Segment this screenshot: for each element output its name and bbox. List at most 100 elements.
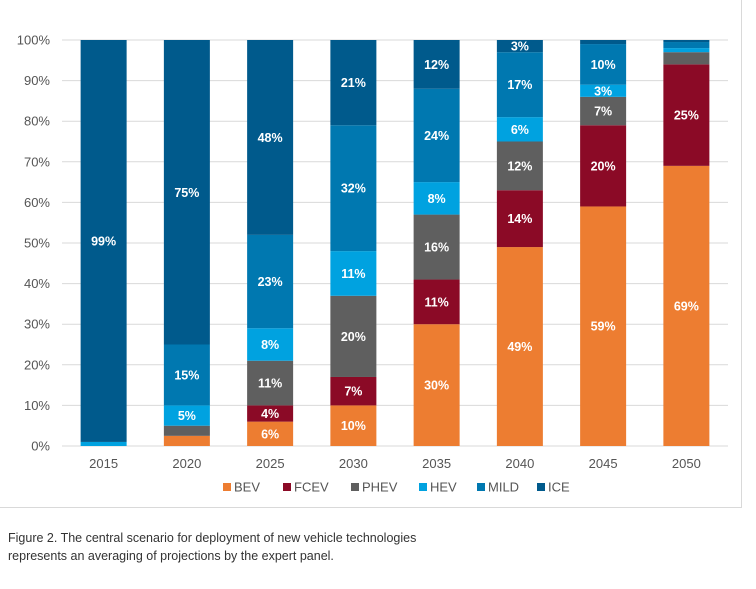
data-label: 69% — [674, 299, 699, 313]
data-label: 15% — [174, 368, 199, 382]
data-label: 11% — [258, 377, 282, 391]
data-label: 10% — [341, 419, 366, 433]
y-tick-label: 0% — [31, 439, 50, 454]
bar-segment-hev — [330, 251, 377, 296]
bar-segment-fcev — [663, 64, 710, 166]
bar-segment-phev — [163, 425, 210, 436]
bar-segment-phev — [496, 141, 543, 191]
data-label: 16% — [424, 241, 449, 255]
bar-segment-bev — [163, 435, 210, 446]
data-label: 6% — [261, 427, 279, 441]
bar-segment-ice — [580, 40, 627, 45]
y-tick-label: 60% — [24, 195, 50, 210]
bar-segment-mild — [496, 52, 543, 118]
bar-segment-hev — [80, 441, 127, 446]
legend-label-hev: HEV — [430, 480, 457, 495]
bar-segment-ice — [496, 40, 543, 53]
legend-swatch-mild — [477, 483, 485, 491]
x-tick-label: 2040 — [505, 456, 534, 471]
data-label: 20% — [341, 330, 366, 344]
legend-swatch-bev — [223, 483, 231, 491]
bar-segment-fcev — [496, 190, 543, 248]
bar-segment-mild — [413, 88, 460, 183]
data-label: 5% — [178, 409, 196, 423]
y-tick-label: 100% — [17, 33, 51, 48]
caption-text: The central scenario for deployment of n… — [8, 531, 417, 563]
data-label: 12% — [424, 58, 449, 72]
legend-label-ice: ICE — [548, 480, 570, 495]
data-label: 7% — [594, 105, 612, 119]
data-label: 30% — [424, 379, 449, 393]
data-label: 11% — [341, 267, 365, 281]
legend-label-phev: PHEV — [362, 480, 398, 495]
bar-segment-fcev — [330, 376, 377, 406]
data-label: 10% — [591, 58, 616, 72]
bar-segment-ice — [163, 40, 210, 345]
data-label: 25% — [674, 109, 699, 123]
data-label: 48% — [258, 131, 283, 145]
bar-segment-phev — [247, 360, 294, 406]
y-tick-label: 70% — [24, 154, 50, 169]
x-tick-label: 2050 — [672, 456, 701, 471]
legend-swatch-ice — [537, 483, 545, 491]
data-label: 59% — [591, 320, 616, 334]
bar-segment-mild — [247, 234, 294, 329]
data-label: 49% — [507, 340, 532, 354]
bar-segment-bev — [663, 165, 710, 447]
bar-segment-bev — [496, 247, 543, 446]
x-tick-label: 2030 — [339, 456, 368, 471]
bar-segment-bev — [580, 206, 627, 446]
legend-swatch-hev — [419, 483, 427, 491]
data-label: 32% — [341, 182, 366, 196]
data-label: 14% — [507, 212, 532, 226]
bar-segment-hev — [663, 48, 710, 53]
bar-segment-bev — [247, 421, 294, 446]
data-label: 11% — [424, 295, 448, 309]
chart-frame — [0, 0, 742, 508]
bar-segment-fcev — [247, 405, 294, 422]
bar-segment-ice — [413, 40, 460, 89]
bar-segment-bev — [330, 405, 377, 446]
y-tick-label: 20% — [24, 357, 50, 372]
bar-segment-ice — [330, 40, 377, 126]
bar-segment-mild — [663, 42, 710, 49]
data-label: 20% — [591, 159, 616, 173]
legend-swatch-fcev — [283, 483, 291, 491]
x-tick-label: 2020 — [172, 456, 201, 471]
legend-label-bev: BEV — [234, 480, 260, 495]
data-label: 4% — [261, 407, 279, 421]
bar-segment-fcev — [413, 279, 460, 325]
data-label: 12% — [507, 159, 532, 173]
x-tick-label: 2025 — [256, 456, 285, 471]
data-label: 99% — [91, 234, 116, 248]
bar-segment-phev — [413, 214, 460, 280]
data-label: 7% — [344, 385, 362, 399]
data-label: 3% — [511, 40, 529, 54]
bar-segment-ice — [663, 40, 710, 43]
y-tick-label: 40% — [24, 276, 50, 291]
bar-segment-hev — [496, 117, 543, 142]
bar-segment-ice — [80, 40, 127, 442]
bar-segment-phev — [580, 96, 627, 126]
bar-segment-phev — [330, 295, 377, 377]
bar-segment-hev — [163, 405, 210, 426]
legend-label-fcev: FCEV — [294, 480, 329, 495]
data-label: 8% — [428, 192, 446, 206]
x-tick-label: 2015 — [89, 456, 118, 471]
data-label: 21% — [341, 76, 366, 90]
data-label: 17% — [507, 78, 532, 92]
y-tick-label: 90% — [24, 73, 50, 88]
bar-segment-phev — [663, 52, 710, 65]
x-tick-label: 2045 — [589, 456, 618, 471]
data-label: 6% — [511, 123, 529, 137]
y-tick-label: 80% — [24, 114, 50, 129]
bar-segment-mild — [580, 44, 627, 85]
bar-segment-hev — [413, 182, 460, 215]
legend-label-mild: MILD — [488, 480, 519, 495]
data-label: 24% — [424, 129, 449, 143]
bar-segment-mild — [330, 125, 377, 252]
bar-segment-hev — [247, 328, 294, 361]
stacked-bar-chart: 0% 10% 20% 30% 40% 50% 60% 70% 80% 90% 100% 99% 2015… — [17, 33, 728, 495]
figure-label: Figure 2. — [8, 531, 58, 545]
data-label: 75% — [174, 186, 199, 200]
